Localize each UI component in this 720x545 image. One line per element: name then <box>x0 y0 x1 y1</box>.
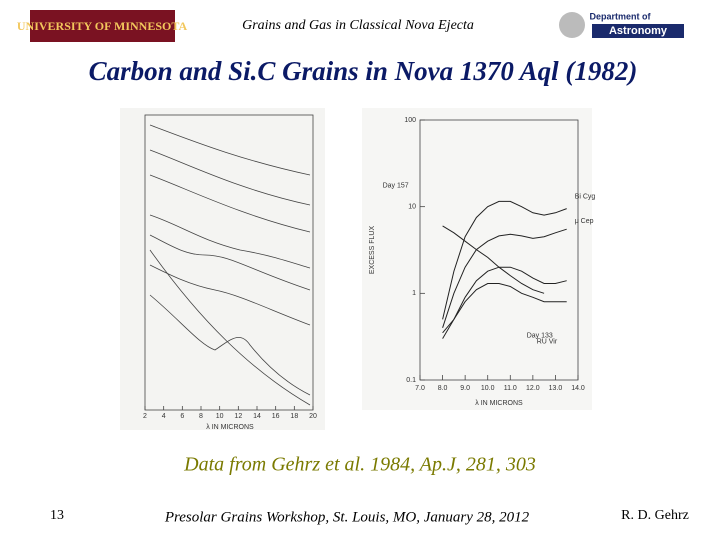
left-x-tick-label: 18 <box>290 413 298 420</box>
series-label: RU Vir <box>537 339 558 346</box>
x-tick-label: 9.0 <box>460 385 470 392</box>
x-tick-label: 12.0 <box>526 385 540 392</box>
left-x-label: λ IN MICRONS <box>206 424 254 431</box>
x-tick-label: 10.0 <box>481 385 495 392</box>
left-x-tick-label: 2 <box>143 413 147 420</box>
right-x-label: λ IN MICRONS <box>475 400 523 407</box>
series-label: Day 157 <box>383 183 409 190</box>
left-x-tick-label: 14 <box>253 413 261 420</box>
logo-right-box <box>592 24 684 38</box>
logo-right-line2: Astronomy <box>609 25 668 37</box>
slide-title: Carbon and Si.C Grains in Nova 1370 Aql … <box>89 56 638 86</box>
y-tick-label: 10 <box>408 204 416 211</box>
left-x-tick-label: 8 <box>199 413 203 420</box>
x-tick-label: 7.0 <box>415 385 425 392</box>
page-number: 13 <box>50 508 64 523</box>
x-tick-label: 11.0 <box>504 385 517 392</box>
x-tick-label: 8.0 <box>438 385 448 392</box>
y-tick-label: 1 <box>412 290 416 297</box>
left-x-tick-label: 12 <box>234 413 242 420</box>
left-figure-frame <box>144 114 314 411</box>
left-x-tick-label: 16 <box>272 413 280 420</box>
logo-right-line1: Department of <box>589 11 651 21</box>
left-figure-curves <box>149 124 311 406</box>
left-x-tick-label: 4 <box>162 413 166 420</box>
y-tick-label: 0.1 <box>406 377 416 384</box>
footer-author: R. D. Gehrz <box>621 508 689 523</box>
data-line <box>442 200 567 320</box>
left-x-tick-label: 20 <box>309 413 317 420</box>
data-line <box>442 225 545 294</box>
left-x-tick-label: 10 <box>216 413 224 420</box>
data-line <box>442 283 567 339</box>
right-plot-frame <box>419 119 579 381</box>
series-label: Bi Cyg <box>575 193 596 200</box>
logo-left-box <box>30 10 175 42</box>
left-figure-scan <box>120 108 325 430</box>
data-line <box>442 228 567 328</box>
data-line <box>442 266 567 334</box>
right-y-label: EXCESS FLUX <box>369 226 376 275</box>
series-label: μ Cep <box>575 218 594 225</box>
series-label: Day 133 <box>527 333 553 340</box>
header-title: Grains and Gas in Classical Nova Ejecta <box>242 18 474 33</box>
left-x-tick-label: 6 <box>180 413 184 420</box>
caption: Data from Gehrz et al. 1984, Ap.J, 281, … <box>183 454 536 476</box>
logo-left: UNIVERSITY OF MINNESOTA <box>17 19 188 33</box>
x-tick-label: 14.0 <box>571 385 585 392</box>
x-tick-label: 13.0 <box>549 385 563 392</box>
logo-right-icon <box>559 12 585 38</box>
right-figure-scan <box>362 108 592 410</box>
footer-event: Presolar Grains Workshop, St. Louis, MO,… <box>164 509 530 525</box>
y-tick-label: 100 <box>404 117 416 124</box>
